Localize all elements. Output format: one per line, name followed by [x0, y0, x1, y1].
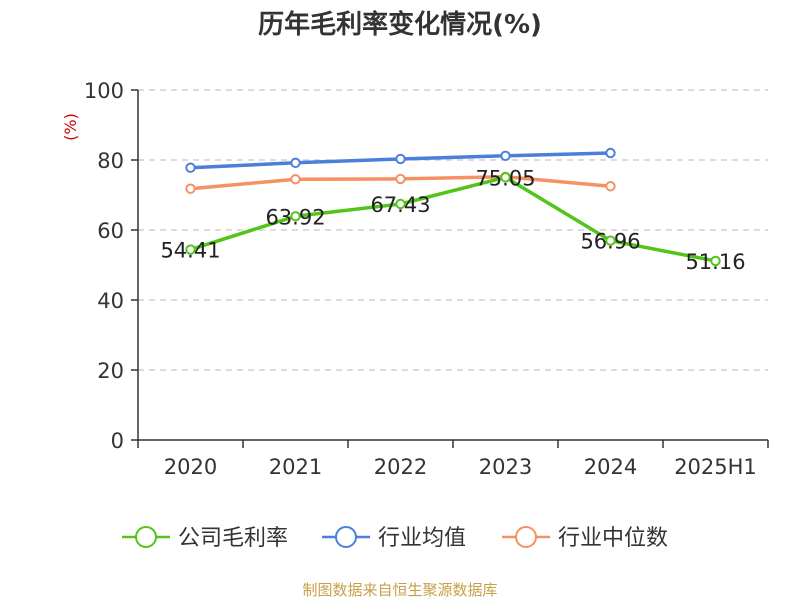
data-point [605, 181, 616, 192]
legend: 公司毛利率 行业均值 行业中位数 [122, 526, 668, 551]
y-tick-label: 40 [97, 289, 124, 313]
legend-marker [335, 526, 357, 548]
data-labels: 54.41 63.92 67.43 75.05 56.96 51.16 [160, 166, 745, 274]
data-point [290, 157, 301, 169]
data-point [500, 172, 511, 183]
data-point [290, 174, 301, 185]
data-label: 63.92 [265, 205, 325, 229]
data-point [395, 198, 406, 210]
data-label: 75.05 [475, 166, 535, 190]
data-point [290, 211, 301, 222]
y-tick-label: 80 [97, 149, 124, 173]
axes [131, 89, 769, 448]
legend-label: 行业均值 [378, 526, 466, 551]
source-note: 制图数据来自恒生聚源数据库 [302, 581, 497, 599]
y-tick-label: 0 [111, 429, 124, 453]
data-point [185, 244, 196, 255]
x-tick-label: 2024 [584, 455, 637, 479]
y-tick-label: 100 [84, 79, 124, 103]
grid-lines [138, 89, 768, 371]
data-label: 67.43 [370, 193, 430, 217]
legend-marker [135, 526, 157, 548]
x-tick-label: 2022 [374, 455, 427, 479]
data-point [605, 147, 616, 159]
y-axis-label: (%) [61, 113, 80, 141]
data-point [605, 235, 616, 246]
data-label: 56.96 [580, 230, 640, 254]
chart-title: 历年毛利率变化情况(%) [258, 9, 542, 40]
legend-label: 公司毛利率 [178, 526, 288, 551]
data-point [710, 255, 721, 267]
x-tick-labels: 2020 2021 2022 2023 2024 2025H1 [164, 455, 757, 479]
data-label: 54.41 [160, 239, 220, 263]
y-tick-label: 60 [97, 219, 124, 243]
data-point [185, 183, 196, 194]
x-tick-label: 2020 [164, 455, 217, 479]
data-point [395, 153, 406, 165]
data-label: 51.16 [685, 250, 745, 274]
x-tick-label: 2021 [269, 455, 322, 479]
y-tick-labels: 0 20 40 60 80 100 [84, 79, 124, 453]
data-point [395, 173, 406, 185]
y-tick-label: 20 [97, 359, 124, 383]
data-point [500, 150, 511, 162]
series-line-0 [189, 175, 716, 263]
legend-marker [515, 526, 537, 548]
legend-label: 行业中位数 [558, 526, 668, 551]
x-tick-label: 2025H1 [674, 455, 757, 479]
data-point [185, 162, 196, 173]
x-tick-label: 2023 [479, 455, 532, 479]
series-lines [185, 147, 721, 267]
